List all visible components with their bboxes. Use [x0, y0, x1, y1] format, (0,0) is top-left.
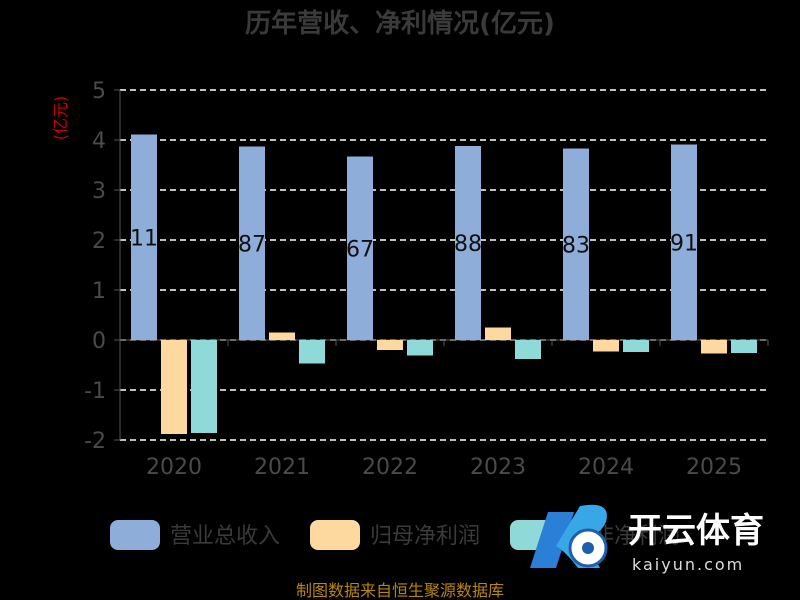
bar — [731, 340, 757, 353]
data-label: 11 — [130, 226, 158, 251]
chart-title: 历年营收、净利情况(亿元) — [245, 8, 555, 39]
bar — [701, 340, 727, 354]
y-axis-label: (亿元) — [51, 96, 70, 141]
bar — [623, 340, 649, 352]
bar — [347, 156, 373, 340]
data-label: 87 — [238, 232, 266, 257]
y-tick-label: -1 — [84, 379, 106, 404]
bar — [299, 340, 325, 364]
y-tick-label: 5 — [92, 79, 106, 104]
bar — [191, 340, 217, 433]
bar — [239, 146, 265, 340]
y-tick-label: 4 — [92, 129, 106, 154]
watermark-logo: 开云体育 kaiyun.com — [530, 504, 764, 574]
bar — [515, 340, 541, 359]
y-tick-label: 2 — [92, 229, 106, 254]
bar — [377, 340, 403, 350]
data-label: 83 — [562, 233, 590, 258]
y-tick-label: 0 — [92, 329, 106, 354]
bar — [671, 144, 697, 340]
data-label: 88 — [454, 232, 482, 257]
bar — [269, 332, 295, 340]
x-tick-label: 2022 — [362, 455, 418, 480]
x-axis-ticks: 2020 2021 2022 2023 2024 2025 — [146, 340, 769, 480]
bar — [455, 146, 481, 340]
x-tick-label: 2024 — [578, 455, 634, 480]
y-tick-label: 3 — [92, 179, 106, 204]
bar — [485, 327, 511, 340]
watermark-brand: 开云体育 — [628, 511, 764, 551]
legend-label: 营业总收入 — [170, 524, 280, 549]
x-tick-label: 2020 — [146, 455, 202, 480]
y-axis-ticks: 5 4 3 2 1 0 -1 -2 — [84, 79, 106, 454]
soccer-ball-center — [582, 542, 594, 554]
legend-label: 归母净利润 — [370, 524, 480, 549]
x-tick-label: 2021 — [254, 455, 310, 480]
bar — [593, 340, 619, 352]
bar — [563, 148, 589, 340]
x-tick-label: 2023 — [470, 455, 526, 480]
watermark-k-stroke — [530, 512, 574, 568]
bar — [407, 340, 433, 356]
data-labels: 11 87 67 88 83 91 — [130, 226, 698, 262]
legend-swatch — [110, 520, 160, 550]
data-label: 67 — [346, 237, 374, 262]
data-label: 91 — [670, 231, 698, 256]
y-tick-label: 1 — [92, 279, 106, 304]
source-note: 制图数据来自恒生聚源数据库 — [296, 581, 504, 600]
watermark-site: kaiyun.com — [632, 555, 744, 574]
y-tick-label: -2 — [84, 429, 106, 454]
bar — [161, 340, 187, 434]
x-tick-label: 2025 — [686, 455, 742, 480]
legend-swatch — [310, 520, 360, 550]
bars — [131, 134, 757, 434]
bar — [131, 134, 157, 340]
